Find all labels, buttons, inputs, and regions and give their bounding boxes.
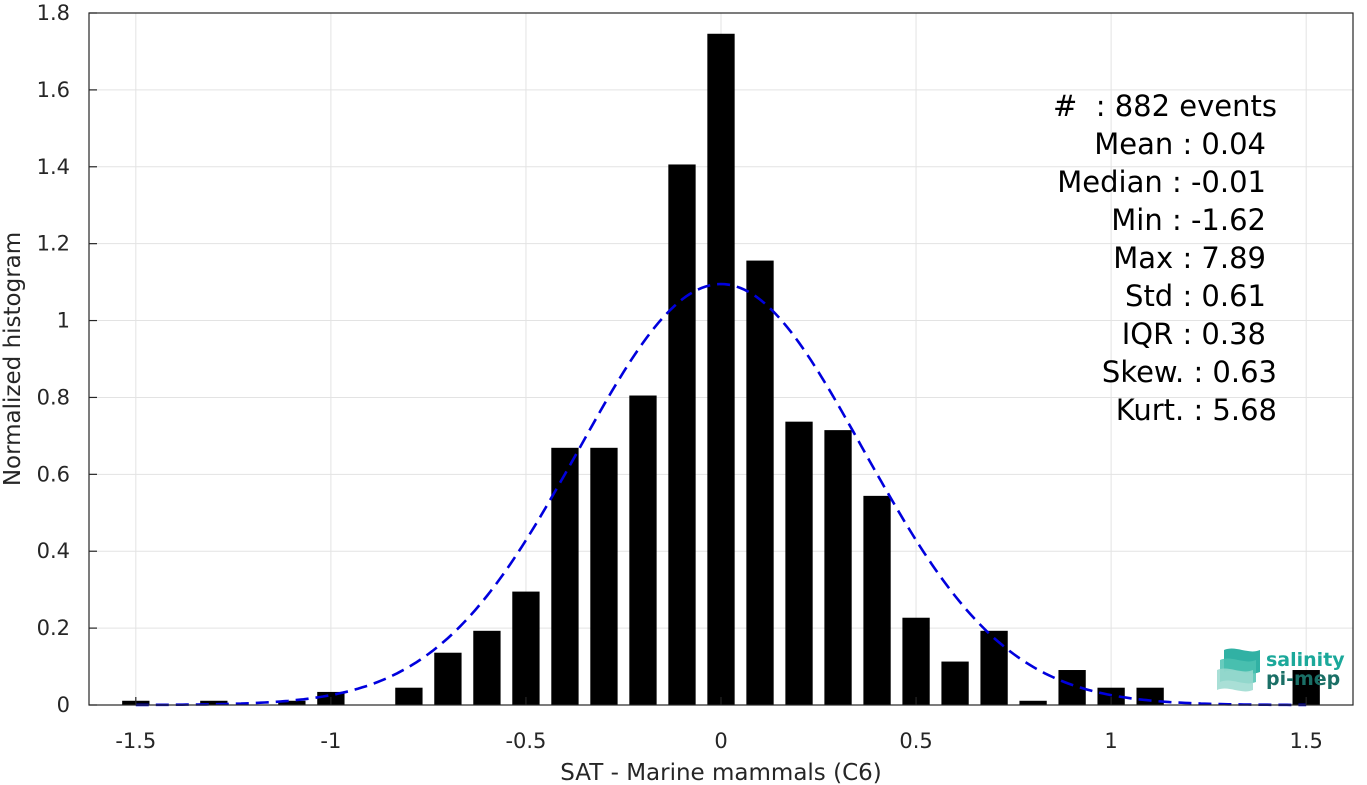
svg-text:Median : -0.01: Median : -0.01 [1057,165,1266,199]
x-tick-label-6: 1.5 [1289,729,1322,753]
svg-text:Kurt. : 5.68: Kurt. : 5.68 [1116,393,1277,427]
histogram-bar-18 [941,661,969,705]
histogram-bar-11 [668,164,696,705]
wave-logo-icon [1217,648,1260,692]
logo-text-salinity: salinity [1266,649,1345,671]
salinity-pi-mep-logo: salinity pi-mep [1217,648,1345,692]
histogram-bar-15 [824,430,852,705]
histogram-bar-12 [707,33,735,705]
histogram-bar-6 [473,630,501,705]
y-tick-label-7: 1.4 [37,155,70,179]
x-tick-label-4: 0.5 [899,729,932,753]
y-tick-label-8: 1.6 [37,78,70,102]
histogram-bar-17 [902,617,930,705]
y-tick-label-1: 0.2 [37,616,70,640]
x-tick-label-1: -1 [320,729,341,753]
histogram-bar-9 [590,447,618,705]
svg-text:Std : 0.61: Std : 0.61 [1125,279,1266,313]
stat-label-count: # [1053,89,1077,123]
histogram-bar-14 [785,421,813,705]
y-tick-label-9: 1.8 [37,1,70,25]
stat-value-median: : -0.01 [1172,165,1266,199]
x-tick-label-3: 0 [714,729,727,753]
stat-label-mean: Mean [1094,127,1173,161]
y-tick-label-5: 1 [57,309,70,333]
svg-text:Skew. : 0.63: Skew. : 0.63 [1102,355,1277,389]
x-tick-label-5: 1 [1104,729,1117,753]
y-tick-label-3: 0.6 [37,462,70,486]
stat-value-mean: : 0.04 [1182,127,1266,161]
y-tick-label-2: 0.4 [37,539,70,563]
stat-label-std: Std [1125,279,1173,313]
histogram-bar-8 [551,447,579,705]
histogram-bar-10 [629,395,657,705]
stat-value-min: : -1.62 [1172,203,1266,237]
y-axis-label: Normalized histogram [0,232,26,486]
svg-text:# : 882 events: # : 882 events [1053,89,1277,123]
histogram-bar-13 [746,260,774,705]
stat-value-max: : 7.89 [1182,241,1266,275]
y-tick-label-4: 0.8 [37,385,70,409]
x-axis-label: SAT - Marine mammals (C6) [560,760,882,785]
histogram-bar-2 [278,700,306,705]
stat-label-median: Median [1057,165,1162,199]
y-tick-label-0: 0 [57,693,70,717]
stat-value-count: : 882 events [1096,89,1277,123]
stat-value-std: : 0.61 [1182,279,1266,313]
histogram-bar-20 [1019,700,1047,705]
svg-text:Mean : 0.04: Mean : 0.04 [1094,127,1266,161]
x-axis-ticks: -1.5 -1 -0.5 0 0.5 1 1.5 [115,697,1323,753]
y-tick-label-6: 1.2 [37,232,70,256]
histogram-bar-7 [512,591,540,705]
stat-label-kurt: Kurt. [1116,393,1184,427]
histogram-bar-19 [980,630,1008,705]
histogram-bars [122,33,1320,705]
stat-label-max: Max [1113,241,1173,275]
svg-text:Max : 7.89: Max : 7.89 [1113,241,1266,275]
svg-text:Min : -1.62: Min : -1.62 [1111,203,1266,237]
gaussian-fit-curve [135,282,1307,707]
logo-text-pi-mep: pi-mep [1266,668,1340,690]
x-tick-label-0: -1.5 [115,729,156,753]
x-tick-label-2: -0.5 [505,729,546,753]
stat-label-skew: Skew. [1102,355,1184,389]
histogram-bar-16 [863,495,891,705]
stat-value-iqr: : 0.38 [1182,317,1266,351]
stat-value-kurt: : 5.68 [1193,393,1277,427]
histogram-bar-1 [200,700,228,705]
histogram-bar-4 [395,687,423,705]
y-axis-ticks: 0 0.2 0.4 0.6 0.8 1 1.2 1.4 1.6 1.8 [37,1,97,717]
stat-label-min: Min [1111,203,1162,237]
stat-value-skew: : 0.63 [1193,355,1277,389]
histogram-bar-5 [434,652,462,705]
svg-text:IQR : 0.38: IQR : 0.38 [1122,317,1266,351]
stat-label-iqr: IQR [1122,317,1174,351]
statistics-box: # : 882 events Mean : 0.04 Median : -0.0… [1053,89,1277,427]
